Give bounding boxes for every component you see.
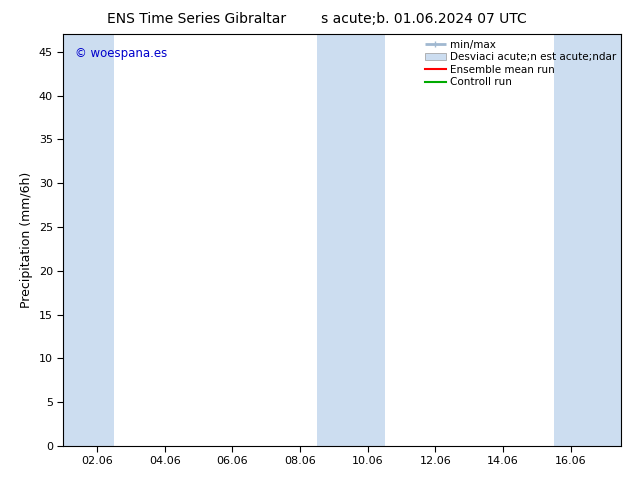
Y-axis label: Precipitation (mm/6h): Precipitation (mm/6h) [20, 172, 34, 308]
Text: ENS Time Series Gibraltar        s acute;b. 01.06.2024 07 UTC: ENS Time Series Gibraltar s acute;b. 01.… [107, 12, 527, 26]
Legend: min/max, Desviaci acute;n est acute;ndar, Ensemble mean run, Controll run: min/max, Desviaci acute;n est acute;ndar… [423, 37, 618, 89]
Bar [553, 34, 621, 446]
Bar [317, 34, 385, 446]
Bar [63, 34, 114, 446]
Text: © woespana.es: © woespana.es [75, 47, 167, 60]
